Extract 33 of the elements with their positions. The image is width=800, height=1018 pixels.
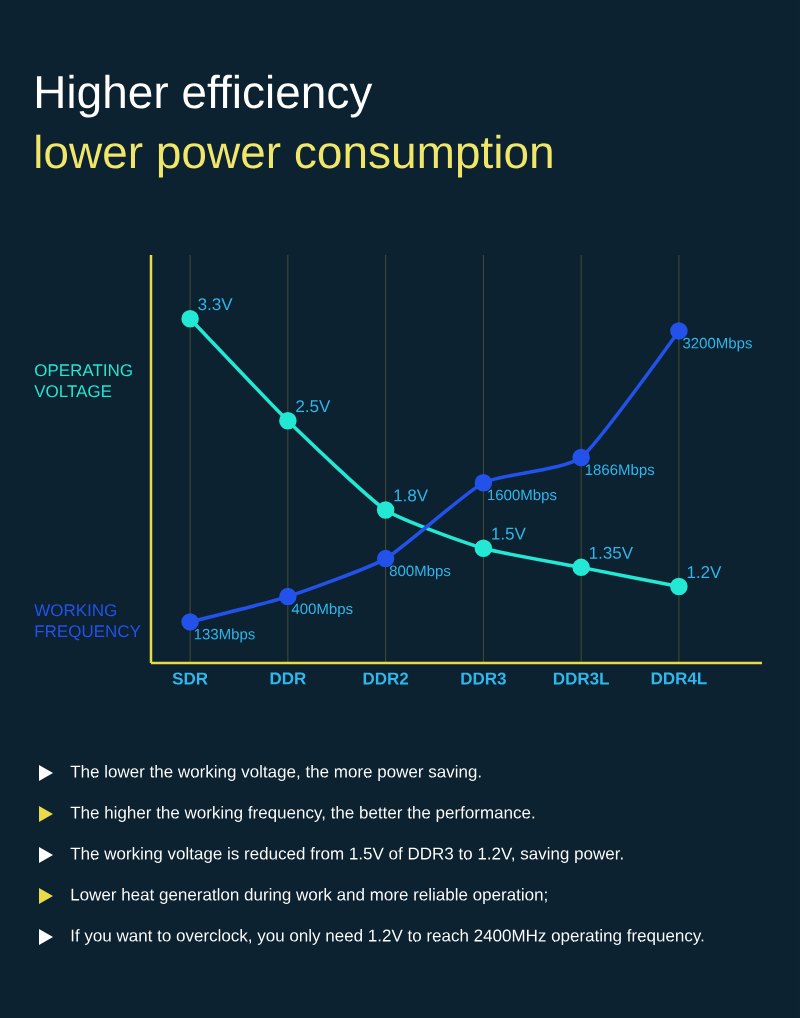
x-tick-label: SDR xyxy=(172,672,208,685)
data-label: 133Mbps xyxy=(194,628,255,643)
data-label: 1.2V xyxy=(687,566,722,578)
data-label: 1866Mbps xyxy=(585,464,655,478)
point xyxy=(181,310,199,328)
text: The working voltage is reduced from 1.5V of DDR3 to 1.2V, saving power. xyxy=(70,847,623,863)
data-label: 400Mbps xyxy=(291,603,353,618)
data-label: 1600Mbps xyxy=(488,489,557,504)
point xyxy=(572,558,590,577)
text: If you want to overclock, you only need 1.2V to reach 2400MHz operating frequency. xyxy=(71,929,704,945)
x-tick-label: DDR xyxy=(270,672,306,685)
data-label: 3200Mbps xyxy=(683,337,752,352)
text: OPERATING VOLTAGE xyxy=(34,364,132,398)
data-label: 3.3V xyxy=(198,298,233,311)
text: The higher the working frequency, the better the performance. xyxy=(70,806,535,822)
point xyxy=(670,577,688,596)
x-tick-label: DDR4L xyxy=(651,672,707,685)
data-label: 1.35V xyxy=(589,546,634,559)
x-tick-label: DDR2 xyxy=(363,672,409,685)
text: WORKING FREQUENCY xyxy=(34,604,141,641)
data-label: 1.8V xyxy=(394,489,429,502)
point xyxy=(376,501,395,519)
chart-title: Higher efficiency xyxy=(36,74,373,118)
point xyxy=(474,539,493,557)
x-tick-label: DDR3 xyxy=(461,672,506,685)
text: Lower heat generatlon during work and more reliable operation; xyxy=(71,888,547,904)
data-label: 800Mbps xyxy=(389,565,451,580)
data-label: 1.5V xyxy=(492,527,526,540)
data-label: 2.5V xyxy=(296,400,331,413)
text: The lower the working voltage, the more power saving. xyxy=(70,765,481,781)
x-tick-label: DDR3L xyxy=(553,672,609,685)
point xyxy=(279,412,297,430)
chart-subtitle: lower power consumption xyxy=(36,134,552,178)
